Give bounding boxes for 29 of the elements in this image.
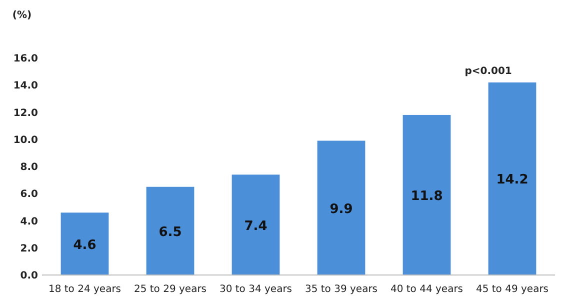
data-label: 7.4 bbox=[244, 218, 268, 234]
data-label: 11.8 bbox=[410, 188, 443, 204]
bar bbox=[317, 140, 366, 275]
y-axis-title: (%) bbox=[12, 10, 32, 21]
y-tick-label: 10.0 bbox=[13, 134, 38, 146]
bar bbox=[402, 114, 451, 275]
y-tick-label: 4.0 bbox=[20, 216, 38, 228]
y-tick-label: 8.0 bbox=[20, 162, 38, 173]
annotation: p<0.001 bbox=[464, 66, 512, 77]
y-tick-label: 14.0 bbox=[13, 80, 38, 92]
bar bbox=[60, 212, 109, 275]
y-tick-label: 0.0 bbox=[20, 270, 38, 282]
bar bbox=[232, 174, 280, 275]
y-tick-label: 6.0 bbox=[20, 189, 38, 200]
y-tick-label: 2.0 bbox=[20, 243, 38, 254]
x-tick-label: 25 to 29 years bbox=[134, 284, 207, 295]
y-tick-label: 12.0 bbox=[13, 108, 38, 119]
x-tick-label: 45 to 49 years bbox=[476, 284, 549, 295]
x-tick-label: 18 to 24 years bbox=[48, 284, 122, 295]
data-label: 4.6 bbox=[73, 238, 96, 253]
x-tick-label: 30 to 34 years bbox=[219, 284, 292, 295]
bar bbox=[146, 186, 194, 275]
data-label: 6.5 bbox=[158, 224, 182, 240]
bar bbox=[488, 82, 536, 275]
x-tick-label: 40 to 44 years bbox=[390, 284, 464, 295]
x-tick-label: 35 to 39 years bbox=[304, 284, 378, 295]
data-label: 14.2 bbox=[496, 172, 528, 188]
y-tick-label: 16.0 bbox=[13, 54, 38, 64]
data-label: 9.9 bbox=[330, 202, 353, 217]
